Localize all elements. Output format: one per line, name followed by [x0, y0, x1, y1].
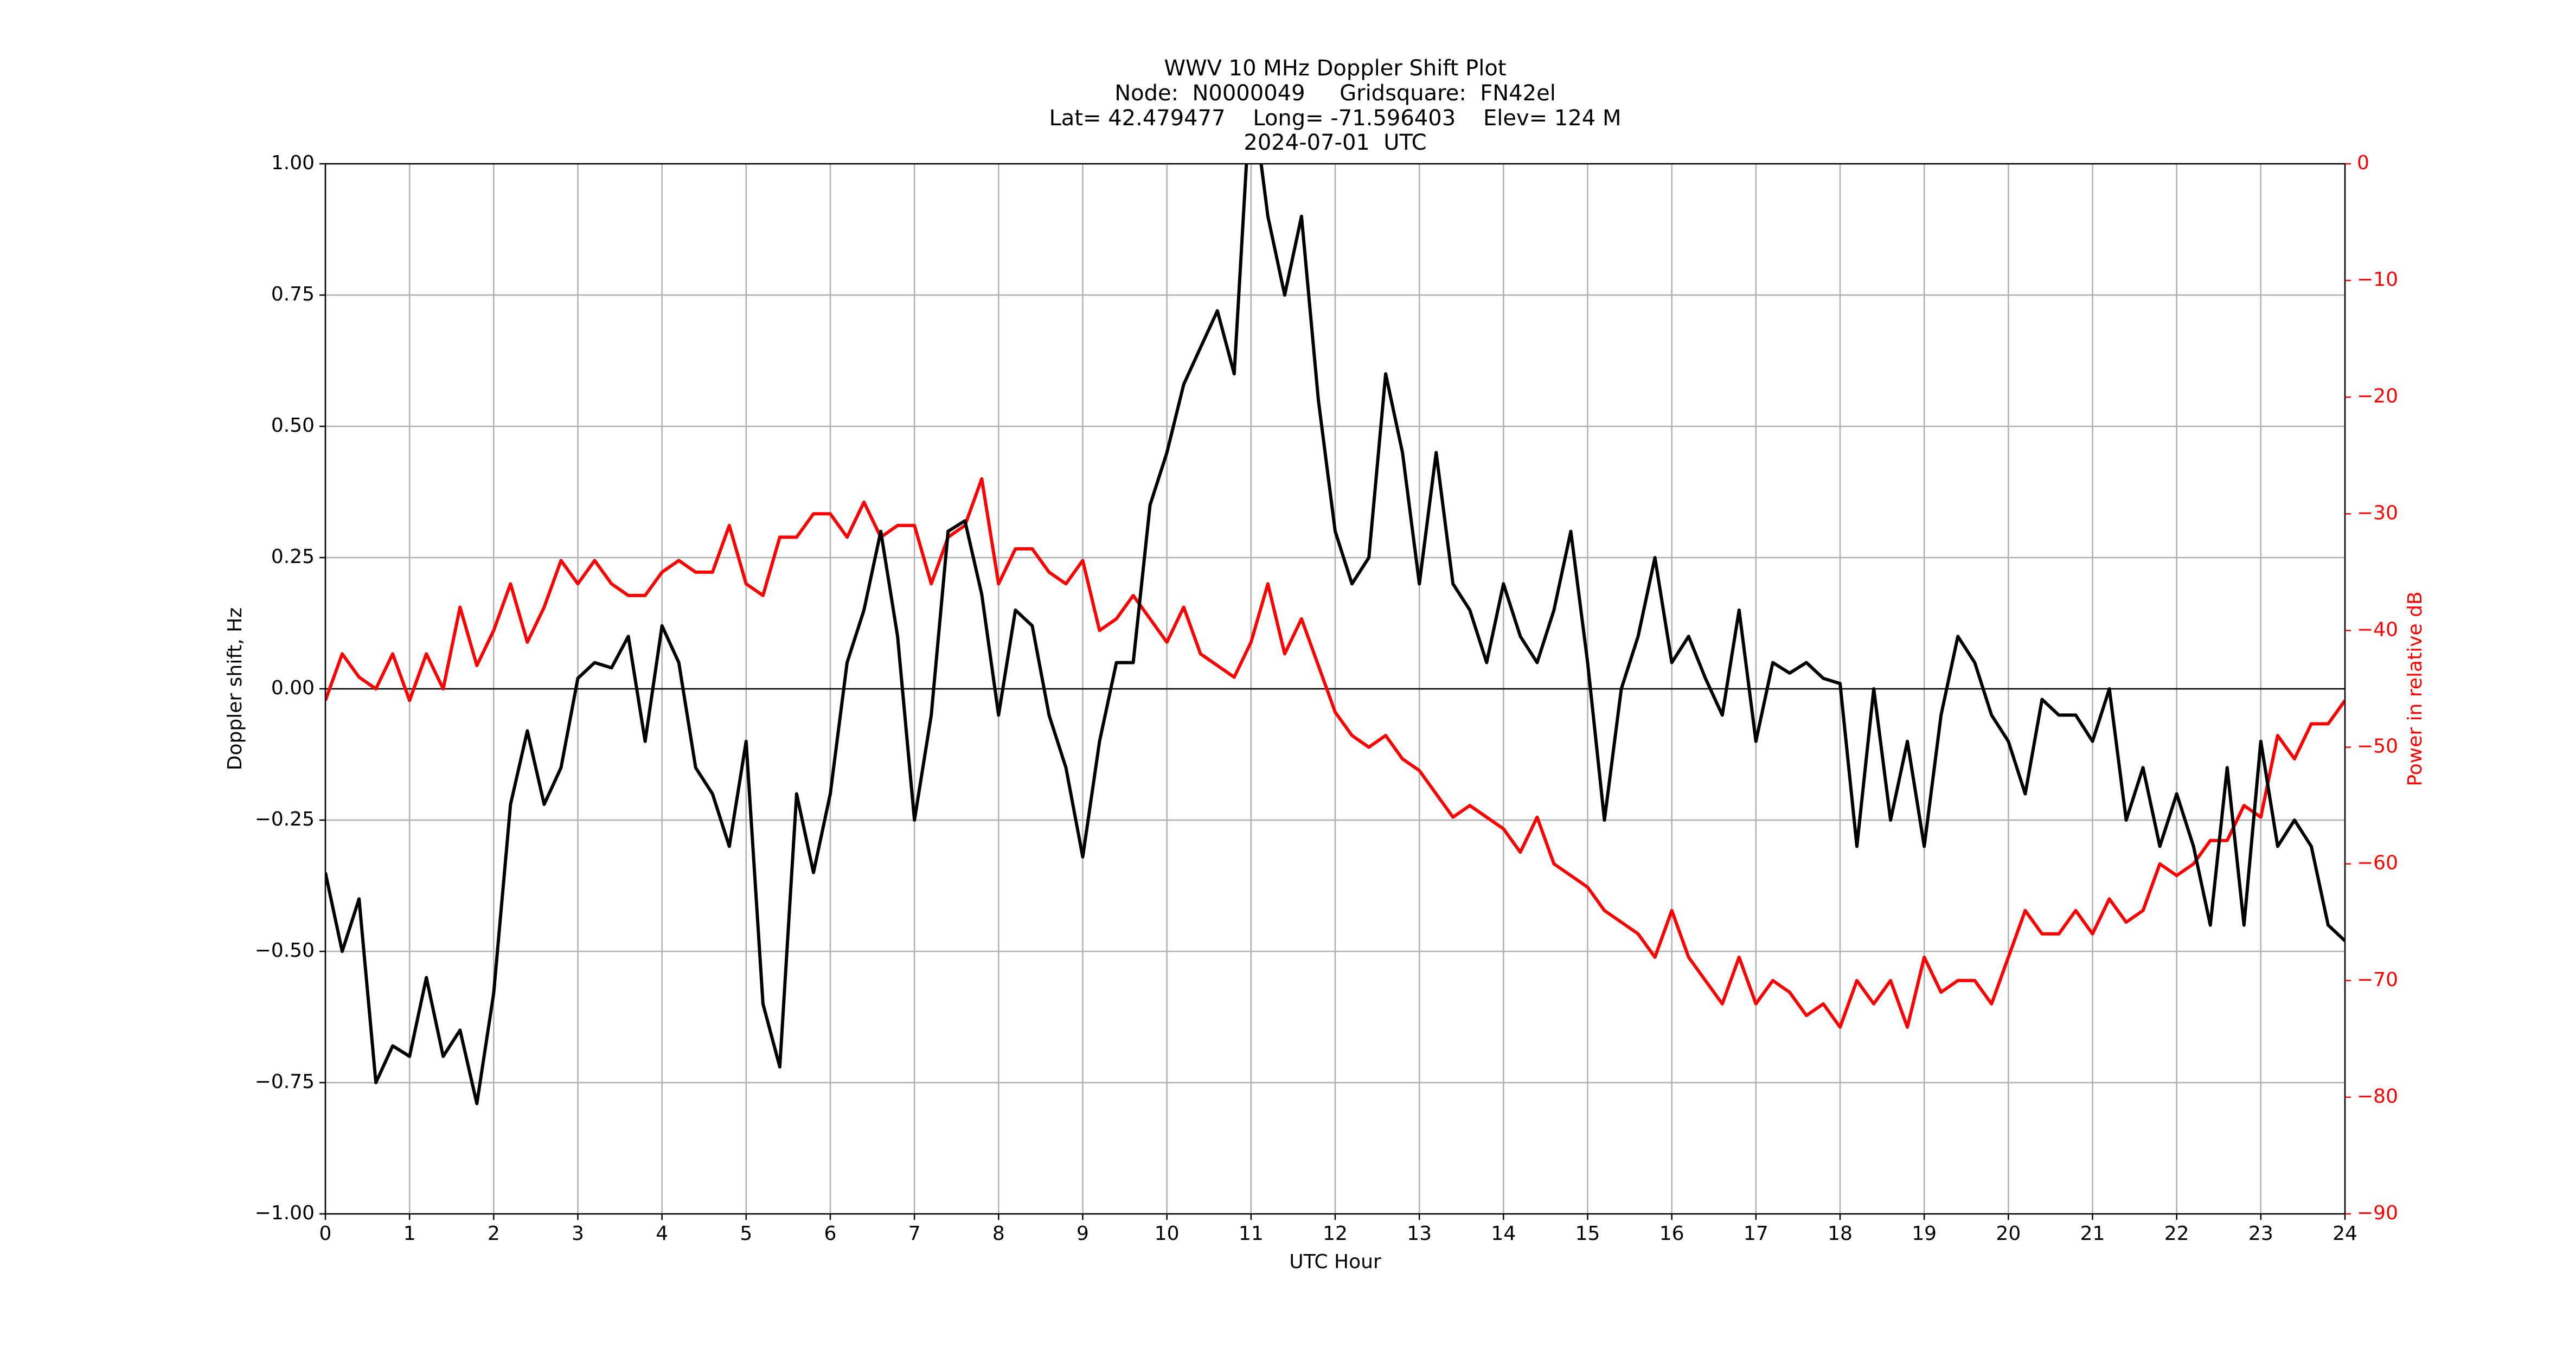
y-tick-label: 0.50	[271, 414, 315, 437]
y-tick-label: 0.25	[271, 546, 315, 568]
y-tick-label: −0.50	[255, 939, 315, 962]
x-tick-label: 6	[824, 1223, 837, 1245]
y2-tick-label: −70	[2357, 969, 2398, 991]
series-line	[325, 477, 2345, 1029]
y-tick-label: −0.25	[255, 808, 315, 830]
x-tick-label: 3	[572, 1223, 584, 1245]
x-tick-label: 4	[656, 1223, 668, 1245]
chart-subtitle: 2024-07-01 UTC	[1244, 130, 1426, 155]
x-tick-label: 12	[1323, 1223, 1348, 1245]
x-tick-label: 22	[2164, 1223, 2189, 1245]
x-tick-label: 0	[319, 1223, 332, 1245]
x-tick-label: 11	[1239, 1223, 1264, 1245]
x-tick-label: 19	[1912, 1223, 1937, 1245]
x-tick-label: 18	[1828, 1223, 1853, 1245]
y-tick-label: 1.00	[271, 152, 315, 174]
y2-axis-label: Power in relative dB	[2404, 591, 2426, 786]
y-tick-label: −0.75	[255, 1071, 315, 1093]
x-tick-label: 17	[1744, 1223, 1768, 1245]
y2-tick-label: −20	[2357, 385, 2398, 407]
y2-tick-label: −80	[2357, 1085, 2398, 1108]
y2-tick-label: −10	[2357, 268, 2398, 291]
chart-subtitle: Lat= 42.479477 Long= -71.596403 Elev= 12…	[1049, 106, 1622, 131]
y2-tick-label: −30	[2357, 502, 2398, 524]
x-tick-label: 5	[740, 1223, 752, 1245]
x-tick-label: 21	[2080, 1223, 2105, 1245]
y-tick-label: 0.75	[271, 283, 315, 305]
chart-subtitle: Node: N0000049 Gridsquare: FN42el	[1114, 81, 1556, 106]
y-tick-label: −1.00	[255, 1202, 315, 1224]
y2-tick-label: 0	[2357, 152, 2369, 174]
y2-tick-label: −90	[2357, 1202, 2398, 1224]
x-tick-label: 13	[1407, 1223, 1432, 1245]
y-axis-label: Doppler shift, Hz	[224, 607, 246, 770]
x-tick-label: 20	[1996, 1223, 2021, 1245]
x-tick-label: 15	[1575, 1223, 1600, 1245]
chart-title: WWV 10 MHz Doppler Shift Plot	[1164, 56, 1506, 81]
x-axis-label: UTC Hour	[1289, 1251, 1381, 1273]
x-tick-label: 2	[488, 1223, 500, 1245]
x-tick-label: 7	[908, 1223, 921, 1245]
y2-tick-label: −40	[2357, 618, 2398, 641]
y2-tick-label: −60	[2357, 852, 2398, 874]
y2-tick-label: −50	[2357, 735, 2398, 758]
y-tick-label: 0.00	[271, 677, 315, 699]
x-tick-label: 24	[2333, 1223, 2357, 1245]
x-tick-label: 8	[992, 1223, 1005, 1245]
series-line	[325, 164, 2345, 1105]
plot-frame	[324, 163, 2346, 1215]
x-tick-label: 23	[2248, 1223, 2273, 1245]
x-tick-label: 10	[1155, 1223, 1180, 1245]
x-tick-label: 16	[1659, 1223, 1684, 1245]
x-tick-label: 1	[403, 1223, 416, 1245]
x-tick-label: 14	[1491, 1223, 1516, 1245]
x-tick-label: 9	[1076, 1223, 1089, 1245]
